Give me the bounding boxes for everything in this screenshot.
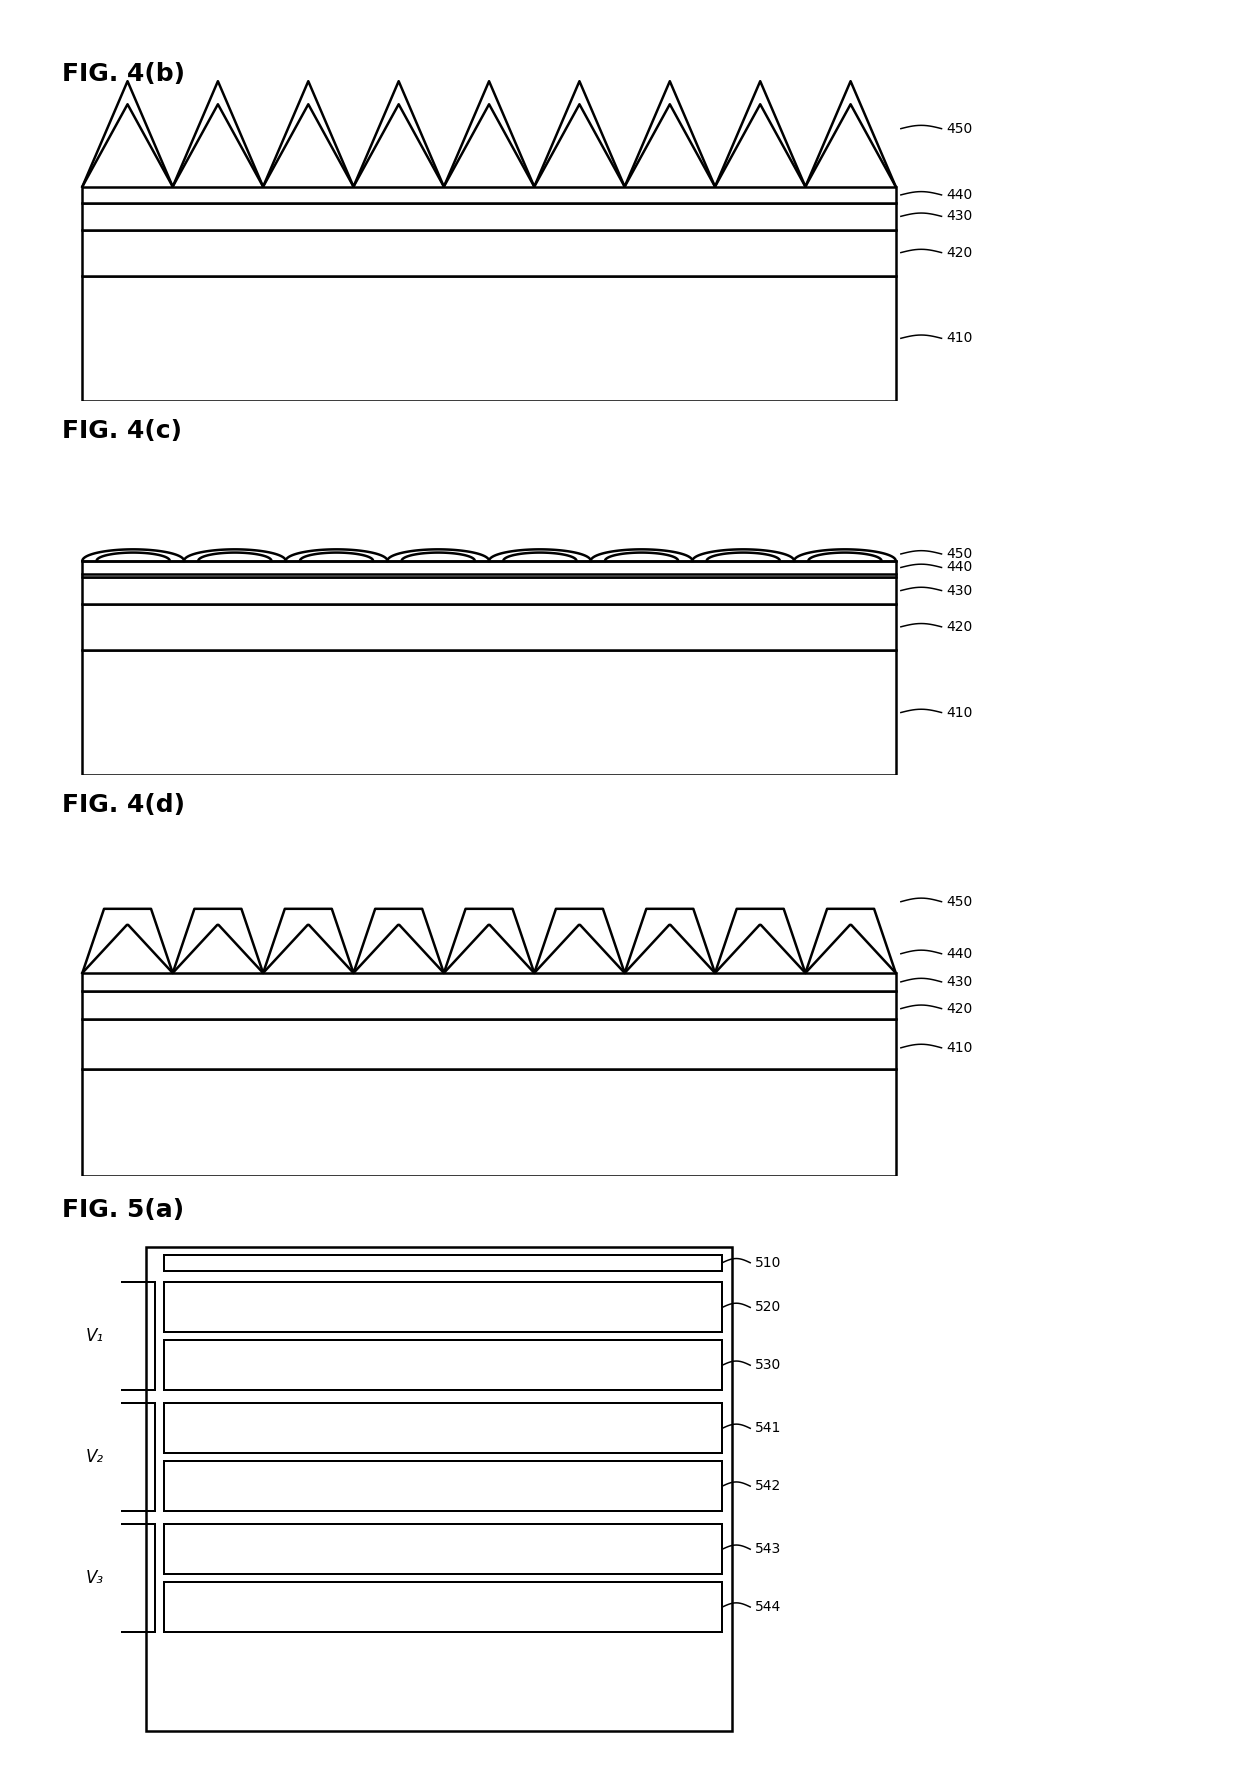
Bar	[164, 1582, 722, 1632]
Text: FIG. 4(d): FIG. 4(d)	[62, 793, 185, 816]
Text: 440: 440	[946, 187, 973, 201]
Text: V₃: V₃	[86, 1570, 104, 1588]
Text: 510: 510	[755, 1256, 781, 1271]
Bar	[82, 650, 895, 775]
Text: 450: 450	[946, 121, 973, 135]
Text: 420: 420	[946, 246, 973, 260]
Bar	[164, 1283, 722, 1333]
Bar	[82, 991, 895, 1019]
Text: 450: 450	[946, 547, 973, 561]
Bar	[82, 1019, 895, 1069]
Bar	[164, 1255, 722, 1271]
Text: 542: 542	[755, 1479, 781, 1493]
Text: 410: 410	[946, 331, 973, 346]
Text: 410: 410	[946, 1041, 973, 1055]
Text: 450: 450	[946, 895, 973, 909]
Text: 420: 420	[946, 620, 973, 634]
Text: 544: 544	[755, 1600, 781, 1614]
Text: 430: 430	[946, 583, 973, 597]
Text: 530: 530	[755, 1358, 781, 1372]
Bar	[82, 187, 895, 203]
Bar	[164, 1461, 722, 1511]
Bar	[82, 203, 895, 230]
Bar	[82, 1069, 895, 1176]
Text: 420: 420	[946, 1001, 973, 1016]
Text: 430: 430	[946, 975, 973, 989]
Text: 520: 520	[755, 1301, 781, 1315]
Text: V₁: V₁	[86, 1328, 104, 1345]
Bar	[82, 230, 895, 276]
Text: FIG. 4(c): FIG. 4(c)	[62, 419, 182, 442]
Text: V₂: V₂	[86, 1449, 104, 1467]
Bar	[164, 1404, 722, 1454]
Bar	[164, 1524, 722, 1574]
Text: 541: 541	[755, 1422, 781, 1435]
Bar	[82, 577, 895, 604]
Bar	[82, 276, 895, 401]
Text: 543: 543	[755, 1541, 781, 1556]
Bar	[82, 604, 895, 650]
Bar	[82, 561, 895, 577]
Text: 440: 440	[946, 561, 973, 574]
Bar	[146, 1247, 732, 1730]
Text: 430: 430	[946, 208, 973, 223]
Text: FIG. 4(b): FIG. 4(b)	[62, 62, 185, 86]
Text: 410: 410	[946, 706, 973, 720]
Text: 440: 440	[946, 946, 973, 960]
Text: FIG. 5(a): FIG. 5(a)	[62, 1198, 184, 1221]
Bar	[82, 973, 895, 991]
Bar	[164, 1340, 722, 1390]
